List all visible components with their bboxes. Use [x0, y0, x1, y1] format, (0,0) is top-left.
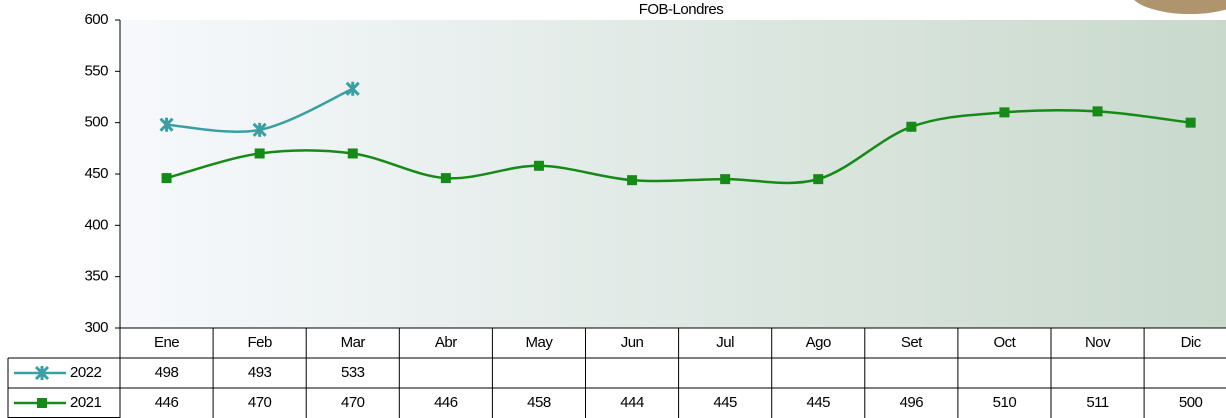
table-value: 511 — [1086, 394, 1109, 411]
marker — [627, 175, 637, 185]
x-tick-label: Dic — [1181, 334, 1202, 351]
table-value: 533 — [341, 364, 365, 381]
y-tick-label: 400 — [84, 216, 108, 233]
marker — [255, 148, 265, 158]
table-value: 493 — [248, 364, 272, 381]
table-value: 510 — [993, 394, 1017, 411]
table-value: 445 — [713, 394, 737, 411]
chart: FOB-Londres 300 350 400 450 500 550 600 Ene Feb M… — [0, 0, 1226, 418]
x-tick-label: Mar — [341, 334, 366, 351]
x-tick-label: Nov — [1085, 334, 1111, 351]
y-tick-label: 450 — [84, 165, 108, 182]
table-value: 500 — [1179, 394, 1203, 411]
marker — [534, 161, 544, 171]
legend-label: 2022 — [70, 364, 102, 381]
table-value: 444 — [620, 394, 644, 411]
table-value: 470 — [248, 394, 272, 411]
x-tick-label: May — [526, 334, 554, 351]
x-tick-label: Jul — [716, 334, 734, 351]
y-tick-label: 300 — [84, 319, 108, 336]
y-tick-label: 500 — [84, 114, 108, 131]
legend-marker — [37, 398, 47, 408]
table-value: 470 — [341, 394, 365, 411]
marker — [348, 148, 358, 158]
table-value: 458 — [527, 394, 551, 411]
x-tick-label: Jun — [621, 334, 644, 351]
x-tick-label: Feb — [247, 334, 272, 351]
marker — [441, 173, 451, 183]
marker — [1093, 106, 1103, 116]
marker — [999, 107, 1009, 117]
x-tick-label: Ago — [806, 334, 831, 351]
marker — [906, 122, 916, 132]
x-tick-label: Ene — [154, 334, 179, 351]
y-tick-label: 600 — [84, 11, 108, 28]
marker — [162, 173, 172, 183]
legend-label: 2021 — [70, 394, 102, 411]
x-tick-label: Abr — [435, 334, 457, 351]
chart-title: FOB-Londres — [639, 1, 724, 18]
table-value: 498 — [155, 364, 179, 381]
plot-area — [120, 20, 1226, 328]
y-tick-label: 350 — [84, 268, 108, 285]
marker — [1186, 118, 1196, 128]
marker — [813, 174, 823, 184]
table-value: 446 — [434, 394, 458, 411]
table-value: 496 — [900, 394, 924, 411]
x-tick-label: Set — [901, 334, 923, 351]
marker — [720, 174, 730, 184]
y-tick-label: 550 — [84, 62, 108, 79]
x-tick-label: Oct — [994, 334, 1017, 351]
table-value: 446 — [155, 394, 179, 411]
table-value: 445 — [806, 394, 830, 411]
decoration — [1130, 0, 1226, 14]
